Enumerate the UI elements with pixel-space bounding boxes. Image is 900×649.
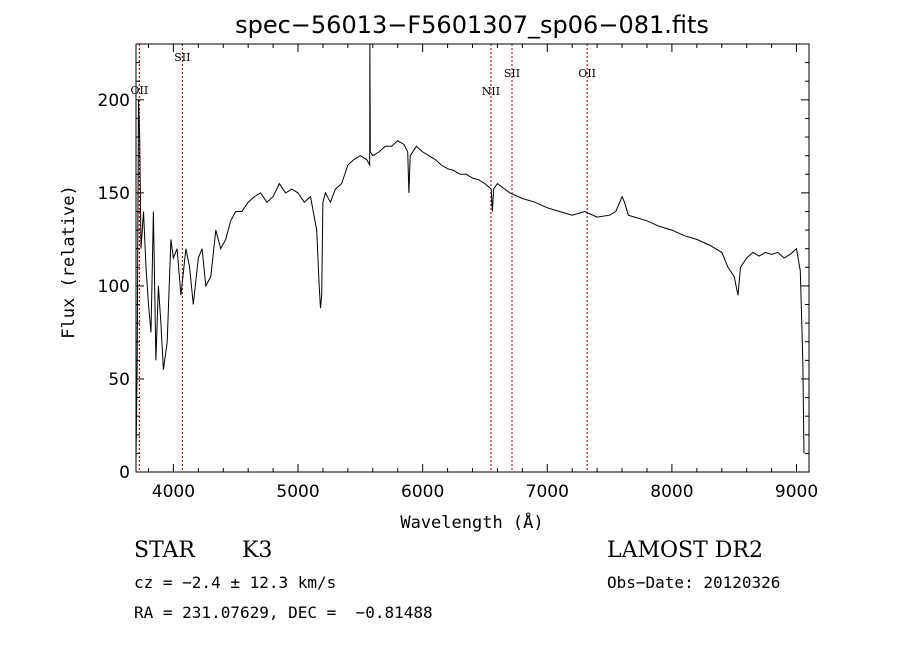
y-axis-label: Flux (relative) — [59, 185, 79, 339]
star-type: STAR — [134, 538, 195, 563]
observation-date: Obs−Date: 20120326 — [607, 573, 781, 592]
plot-frame — [135, 43, 810, 473]
x-tick-label: 8000 — [650, 482, 693, 502]
emission-line-label: SII — [504, 67, 520, 80]
y-tick-label: 100 — [98, 277, 130, 297]
survey-name: LAMOST DR2 — [607, 538, 763, 563]
redshift-readout: cz = −2.4 ± 12.3 km/s — [134, 573, 337, 592]
chart-title: spec−56013−F5601307_sp06−081.fits — [235, 11, 709, 39]
plot-area: 4000 5000 6000 7000 8000 9000050100150200OIIS… — [98, 43, 818, 502]
emission-line-label: OII — [131, 84, 149, 97]
emission-line-label: SII — [174, 51, 190, 64]
x-tick-label: 5000 — [276, 482, 319, 502]
x-tick-label: 9000 — [775, 482, 818, 502]
coordinates-readout: RA = 231.07629, DEC = −0.81488 — [134, 603, 433, 622]
emission-line-label: OII — [578, 67, 596, 80]
x-tick-label: 6000 — [401, 482, 444, 502]
y-tick-label: 50 — [108, 370, 130, 390]
spectrum-line — [135, 43, 805, 463]
x-tick-label: 4000 — [152, 482, 195, 502]
y-tick-label: 0 — [119, 463, 130, 483]
x-tick-label: 7000 — [526, 482, 569, 502]
x-axis-label: Wavelength (Å) — [400, 511, 543, 533]
spectral-subclass: K3 — [242, 538, 273, 563]
emission-line-label: NII — [482, 85, 500, 98]
y-tick-label: 150 — [98, 184, 130, 204]
y-tick-label: 200 — [98, 91, 130, 111]
